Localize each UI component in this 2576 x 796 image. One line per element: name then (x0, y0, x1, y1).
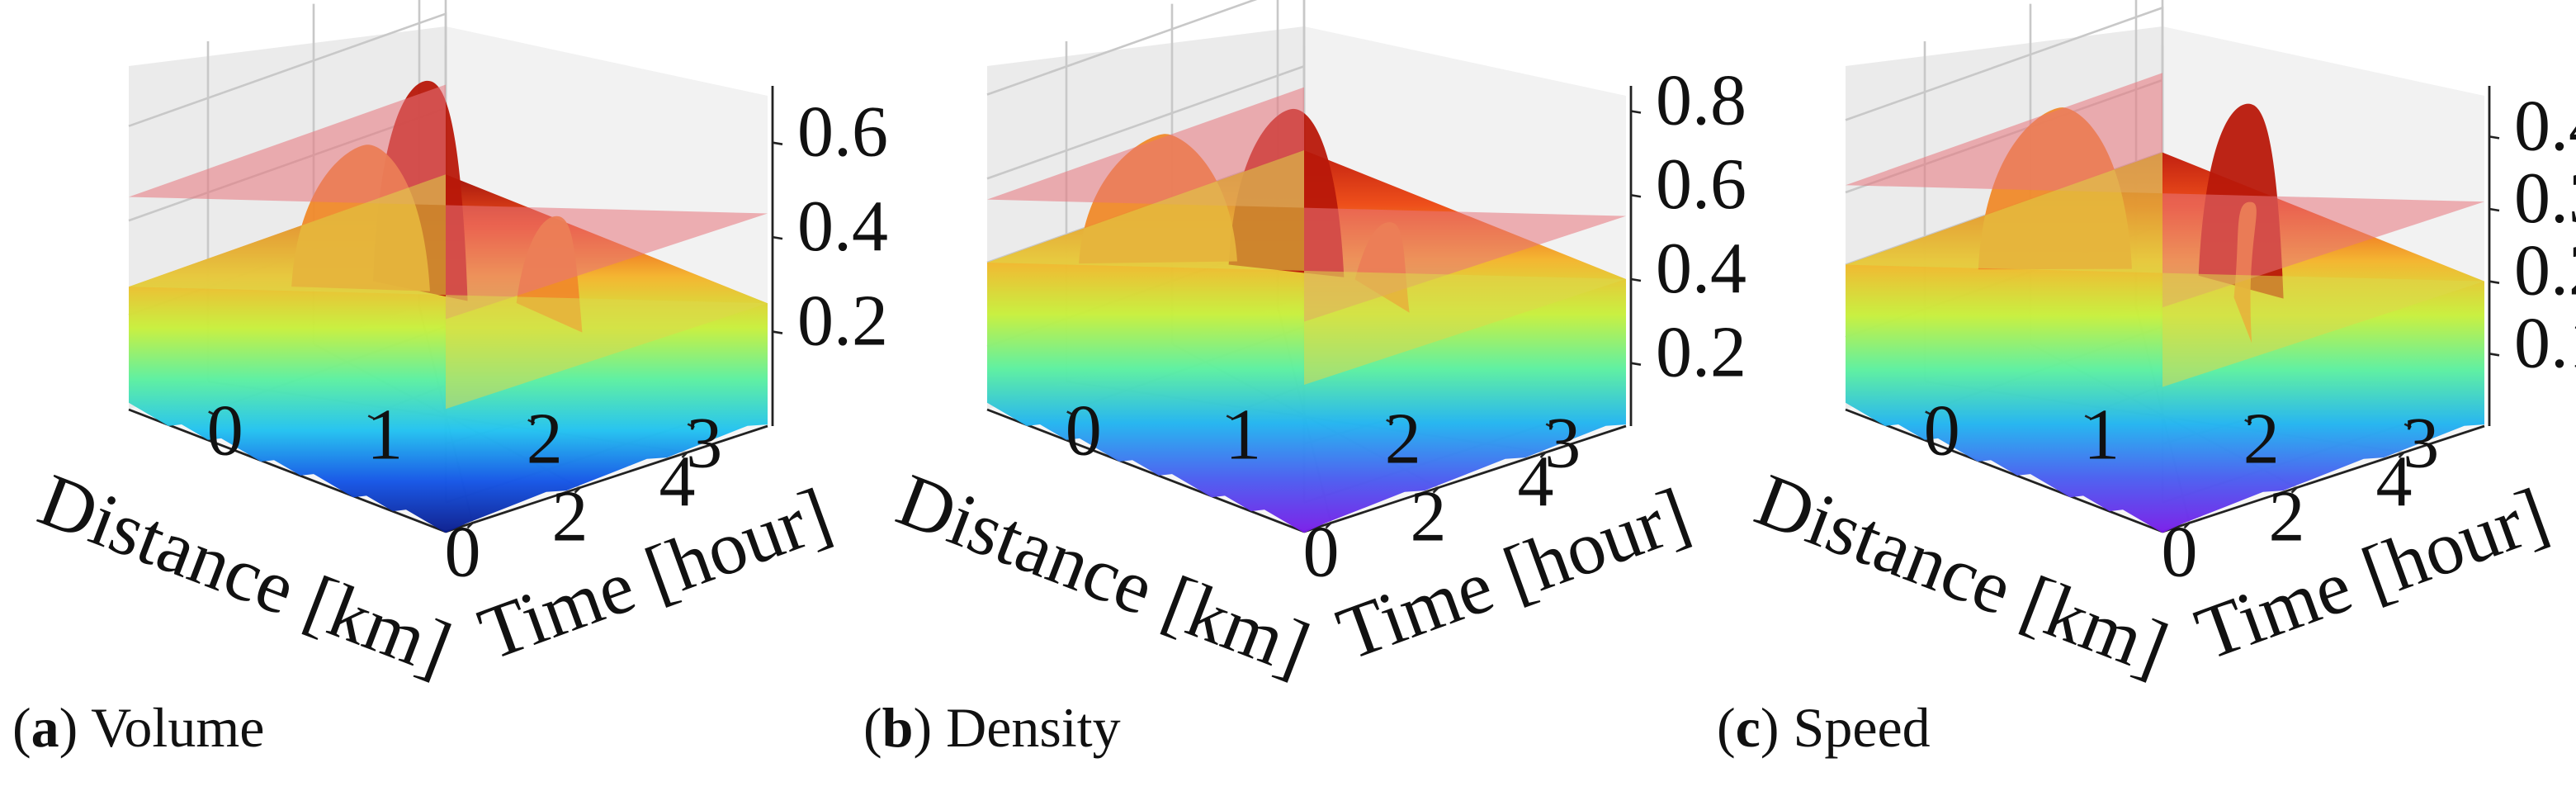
z-tick-label: 0.4 (1656, 229, 1746, 309)
z-tick-label: 0.8 (1656, 61, 1746, 141)
caption-title: Speed (1793, 696, 1931, 759)
caption-volume: (a) Volume (12, 696, 265, 759)
time-tick-label: 1 (366, 396, 403, 476)
distance-tick-label: 0 (1303, 512, 1340, 592)
time-tick-mark (687, 423, 695, 429)
time-tick-mark (1386, 419, 1394, 424)
distance-tick-label: 4 (2376, 442, 2413, 522)
distance-tick-label: 2 (2269, 477, 2305, 557)
time-tick-label: 1 (1225, 396, 1261, 476)
distance-tick-mark (2183, 522, 2191, 529)
time-tick-label: 1 (2083, 396, 2120, 476)
distance-tick-label: 2 (552, 477, 588, 557)
z-tick-mark (2489, 280, 2500, 284)
time-tick-mark (1925, 410, 1933, 416)
distance-axis-line (986, 408, 1305, 533)
z-tick-mark (1630, 277, 1642, 282)
distance-tick-mark (466, 522, 474, 529)
z-tick-label: 0.2 (797, 282, 888, 362)
caption-title: Density (946, 696, 1121, 759)
distance-tick-label: 4 (1518, 442, 1554, 522)
distance-tick-label: 4 (659, 442, 696, 522)
time-tick-mark (1226, 415, 1234, 420)
z-tick-mark (2489, 353, 2500, 357)
z-tick-label: 0.6 (1656, 145, 1746, 225)
z-tick-label: 0.6 (797, 92, 888, 173)
caption-letter: a (31, 696, 59, 759)
distance-tick-mark (2398, 452, 2405, 458)
time-tick-label: 3 (2403, 404, 2439, 484)
caption-letter: b (882, 696, 914, 759)
distance-tick-label: 0 (445, 512, 481, 592)
time-tick-label: 0 (1066, 391, 1102, 471)
distance-tick-mark (2290, 486, 2298, 494)
time-tick-label: 0 (207, 391, 243, 471)
time-tick-mark (2403, 423, 2412, 429)
distance-tick-mark (681, 452, 688, 458)
distance-tick-mark (574, 486, 581, 494)
time-tick-mark (1545, 423, 1553, 429)
time-tick-label: 2 (527, 400, 563, 480)
distance-tick-mark (1539, 452, 1547, 458)
time-tick-label: 0 (1924, 391, 1960, 471)
time-tick-mark (1066, 410, 1075, 416)
time-tick-mark (208, 410, 216, 416)
distance-tick-label: 0 (2162, 512, 2198, 592)
z-tick-label: 0.4 (2514, 86, 2576, 166)
caption-letter: c (1735, 696, 1761, 759)
time-axis-line (1303, 424, 1627, 533)
z-tick-mark (772, 141, 783, 145)
z-tick-label: 0.1 (2514, 303, 2576, 383)
threshold-plane (987, 87, 1626, 322)
distance-axis-line (1845, 408, 2163, 533)
caption-density: (b) Density (863, 696, 1121, 759)
time-tick-label: 2 (1385, 400, 1421, 480)
threshold-plane (129, 174, 768, 410)
time-tick-label: 3 (1544, 404, 1581, 484)
caption-speed: (c) Speed (1717, 696, 1931, 759)
distance-tick-mark (1432, 486, 1439, 494)
time-axis-line (445, 424, 768, 533)
z-tick-mark (772, 235, 783, 240)
z-tick-mark (1630, 193, 1642, 198)
threshold-plane (129, 84, 768, 320)
z-tick-mark (2489, 207, 2500, 212)
threshold-plane (1846, 73, 2484, 308)
z-tick-label: 0.2 (2514, 231, 2576, 311)
time-tick-label: 3 (686, 404, 722, 484)
time-tick-mark (2244, 419, 2252, 424)
z-tick-mark (2489, 135, 2500, 140)
distance-tick-label: 2 (1411, 477, 1447, 557)
panel-volume: 0 1 2 3 4 2 0 0.2 0.4 0.6 Distance [km] Time [hour]… (0, 0, 888, 796)
caption-title: Volume (91, 696, 265, 759)
threshold-plane (1846, 152, 2484, 387)
time-tick-label: 2 (2243, 400, 2280, 480)
time-axis-line (2162, 424, 2485, 533)
distance-tick-mark (1325, 522, 1332, 529)
z-tick-label: 0.3 (2514, 159, 2576, 239)
time-tick-mark (367, 415, 376, 420)
z-tick-mark (1630, 110, 1642, 114)
threshold-plane (987, 149, 1626, 385)
z-tick-mark (1630, 362, 1642, 366)
z-tick-mark (772, 330, 783, 334)
distance-axis-line (128, 408, 447, 533)
z-tick-label: 0.4 (797, 187, 888, 267)
time-tick-mark (2084, 415, 2092, 420)
panel-density: 0 1 2 3 4 2 0 0.2 0.4 0.6 0.8 Distance [km] Time [ho… (858, 0, 1746, 796)
time-tick-mark (527, 419, 536, 424)
z-tick-label: 0.2 (1656, 313, 1746, 393)
